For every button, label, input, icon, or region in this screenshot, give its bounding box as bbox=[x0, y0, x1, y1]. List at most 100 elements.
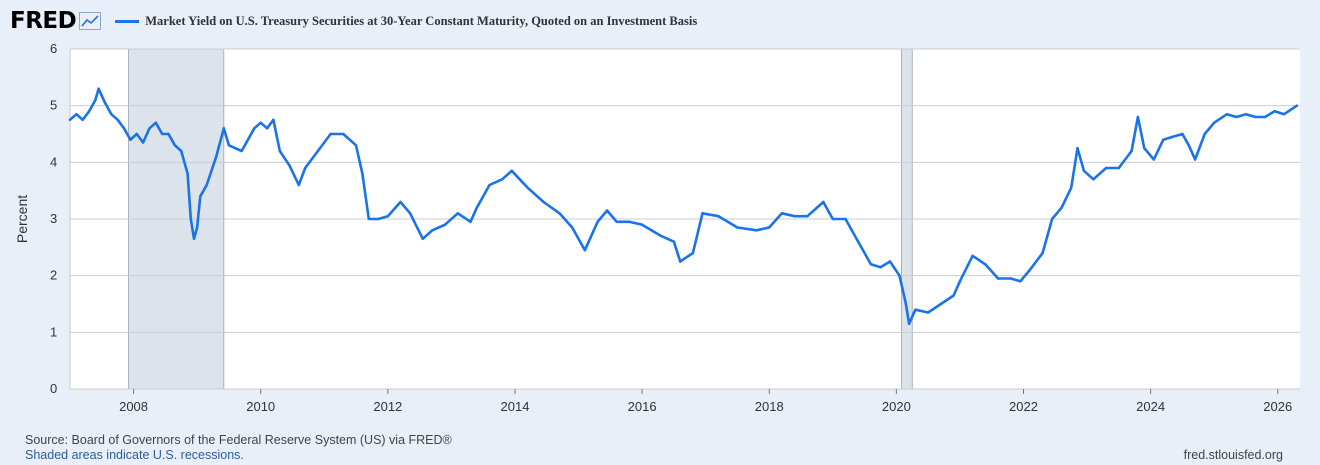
data-point bbox=[173, 144, 177, 147]
data-point bbox=[222, 127, 225, 130]
data-point bbox=[1070, 186, 1073, 189]
data-point bbox=[679, 260, 682, 263]
data-point bbox=[75, 113, 78, 116]
data-point bbox=[907, 322, 911, 325]
data-point bbox=[456, 212, 459, 215]
data-point bbox=[189, 217, 192, 221]
data-point bbox=[822, 200, 825, 204]
data-point bbox=[272, 118, 275, 122]
data-point bbox=[1019, 280, 1022, 283]
data-point bbox=[110, 113, 113, 116]
data-point bbox=[583, 249, 587, 252]
fred-url[interactable]: fred.stlouisfed.org bbox=[1183, 448, 1283, 462]
data-point bbox=[958, 280, 962, 283]
data-point bbox=[129, 138, 132, 141]
data-point bbox=[1082, 169, 1086, 172]
data-point bbox=[510, 169, 513, 172]
x-tick-label: 2014 bbox=[501, 399, 530, 414]
data-point bbox=[768, 226, 771, 229]
data-point bbox=[542, 200, 545, 204]
legend-series-label[interactable]: Market Yield on U.S. Treasury Securities… bbox=[145, 13, 698, 28]
data-point bbox=[246, 138, 250, 141]
data-point bbox=[135, 132, 138, 136]
data-point bbox=[167, 132, 170, 136]
data-point bbox=[1152, 158, 1156, 161]
data-point bbox=[1136, 115, 1140, 119]
y-tick-label: 0 bbox=[50, 381, 57, 396]
data-point bbox=[234, 147, 237, 150]
data-point bbox=[354, 144, 358, 147]
data-point bbox=[342, 132, 345, 136]
data-point bbox=[1162, 138, 1165, 141]
data-point bbox=[640, 223, 644, 226]
data-point bbox=[122, 127, 126, 130]
data-point bbox=[1130, 149, 1133, 153]
data-point bbox=[780, 212, 784, 215]
data-point bbox=[1244, 113, 1248, 116]
data-point bbox=[97, 87, 100, 90]
data-point bbox=[1295, 104, 1299, 107]
data-point bbox=[926, 311, 930, 314]
data-point bbox=[1254, 115, 1257, 119]
data-point bbox=[329, 132, 332, 136]
data-point bbox=[904, 302, 908, 306]
data-point bbox=[615, 220, 618, 223]
data-point bbox=[736, 226, 739, 229]
data-point bbox=[265, 127, 269, 130]
data-point bbox=[227, 144, 231, 147]
data-point bbox=[199, 195, 202, 198]
data-point bbox=[1273, 110, 1276, 113]
data-point bbox=[1187, 144, 1191, 147]
data-point bbox=[1060, 206, 1063, 209]
data-point bbox=[1213, 121, 1216, 124]
data-point bbox=[288, 164, 291, 167]
data-point bbox=[1282, 113, 1286, 116]
data-point bbox=[869, 263, 873, 266]
data-point bbox=[755, 229, 758, 232]
data-point bbox=[898, 274, 901, 277]
data-point bbox=[1076, 147, 1079, 150]
data-point bbox=[857, 240, 860, 243]
data-point bbox=[1171, 135, 1175, 138]
data-point bbox=[806, 215, 809, 218]
data-point bbox=[672, 240, 676, 243]
data-point bbox=[628, 220, 631, 223]
data-point bbox=[717, 215, 720, 218]
data-point bbox=[488, 183, 491, 187]
y-tick-label: 3 bbox=[50, 211, 57, 226]
data-point bbox=[844, 217, 847, 221]
data-point bbox=[399, 200, 402, 204]
data-point bbox=[996, 277, 1000, 280]
data-point bbox=[259, 121, 262, 124]
data-point bbox=[888, 260, 892, 263]
data-point bbox=[501, 178, 504, 181]
x-tick-label: 2026 bbox=[1263, 399, 1292, 414]
fred-logo[interactable]: FRED bbox=[10, 8, 77, 34]
data-point bbox=[1225, 113, 1229, 116]
data-point bbox=[831, 217, 834, 221]
x-tick-label: 2022 bbox=[1009, 399, 1038, 414]
data-point bbox=[148, 127, 151, 130]
data-point bbox=[180, 149, 183, 153]
data-point bbox=[596, 220, 599, 223]
data-point bbox=[161, 132, 164, 136]
data-point bbox=[1181, 132, 1184, 136]
data-point bbox=[558, 212, 561, 215]
data-point bbox=[377, 217, 380, 221]
x-tick-label: 2018 bbox=[755, 399, 784, 414]
x-tick-label: 2020 bbox=[882, 399, 911, 414]
line-chart: 0 1 2 3 4 5 6 2008 2010 2012 2014 2016 2018 2020 2022 2… bbox=[14, 41, 1300, 414]
data-point bbox=[691, 251, 695, 255]
data-point bbox=[68, 118, 72, 122]
data-point bbox=[253, 127, 256, 130]
data-point bbox=[192, 237, 196, 240]
data-point bbox=[195, 226, 199, 229]
x-tick-label: 2008 bbox=[119, 399, 148, 414]
data-point bbox=[605, 209, 609, 212]
x-tick-label: 2016 bbox=[628, 399, 657, 414]
legend-swatch bbox=[115, 19, 140, 23]
data-point bbox=[1117, 166, 1121, 170]
y-tick-label: 5 bbox=[50, 98, 57, 113]
y-axis-label: Percent bbox=[14, 195, 30, 243]
data-point bbox=[316, 149, 320, 153]
